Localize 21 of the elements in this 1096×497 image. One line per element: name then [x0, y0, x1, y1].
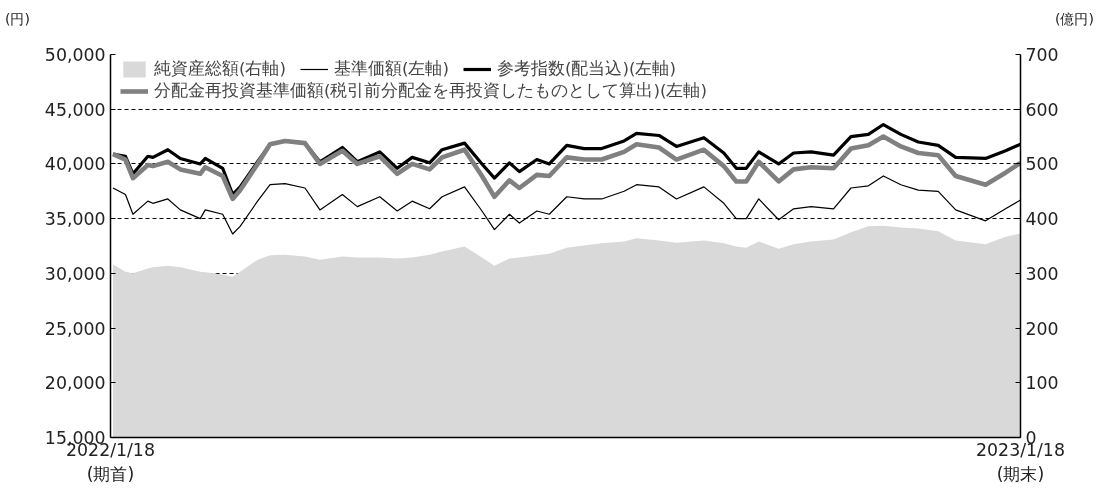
y-tick-label: 40,000 [44, 154, 106, 175]
y2-tick-label: 500 [1025, 154, 1059, 175]
y-tick-label: 50,000 [44, 45, 106, 65]
y2-tick-label: 600 [1025, 99, 1059, 120]
y-tick-label: 20,000 [44, 373, 106, 394]
legend-label: 基準価額(左軸) [334, 58, 449, 80]
legend-label: 純資産総額(右軸) [154, 58, 286, 80]
y2-tick-label: 200 [1025, 318, 1059, 339]
y-tick-label: 30,000 [44, 263, 106, 284]
legend-label: 参考指数(配当込)(左軸) [497, 58, 676, 80]
y2-tick-label: 300 [1025, 263, 1059, 284]
y2-tick-label: 100 [1025, 373, 1059, 394]
y2-tick-label: 700 [1025, 45, 1059, 65]
y2-tick-label: 400 [1025, 209, 1059, 230]
y-axis-title: (円) [5, 10, 30, 29]
legend-label: 分配金再投資基準価額(税引前分配金を再投資したものとして算出)(左軸) [154, 80, 707, 102]
y-tick-label: 35,000 [44, 209, 106, 230]
y-tick-label: 45,000 [44, 99, 106, 120]
line-series [110, 134, 1021, 202]
y-tick-label: 25,000 [44, 318, 106, 339]
y2-axis-title: (億円) [1055, 10, 1094, 29]
